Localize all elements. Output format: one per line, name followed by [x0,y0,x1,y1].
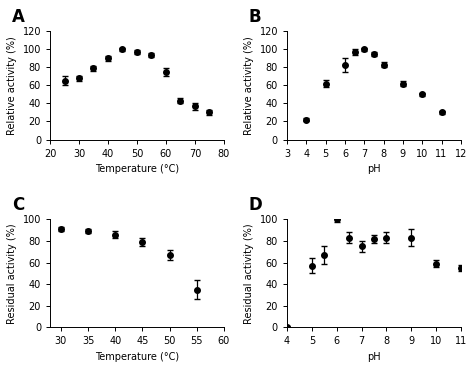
X-axis label: pH: pH [367,164,381,174]
Text: C: C [12,196,24,214]
Y-axis label: Residual activity (%): Residual activity (%) [244,223,254,324]
X-axis label: Temperature (°C): Temperature (°C) [95,352,179,362]
X-axis label: pH: pH [367,352,381,362]
Text: A: A [12,8,25,26]
Y-axis label: Relative activity (%): Relative activity (%) [7,36,17,135]
Text: B: B [249,8,261,26]
Text: D: D [249,196,263,214]
X-axis label: Temperature (°C): Temperature (°C) [95,164,179,174]
Y-axis label: Relative activity (%): Relative activity (%) [244,36,254,135]
Y-axis label: Residual activity (%): Residual activity (%) [7,223,17,324]
